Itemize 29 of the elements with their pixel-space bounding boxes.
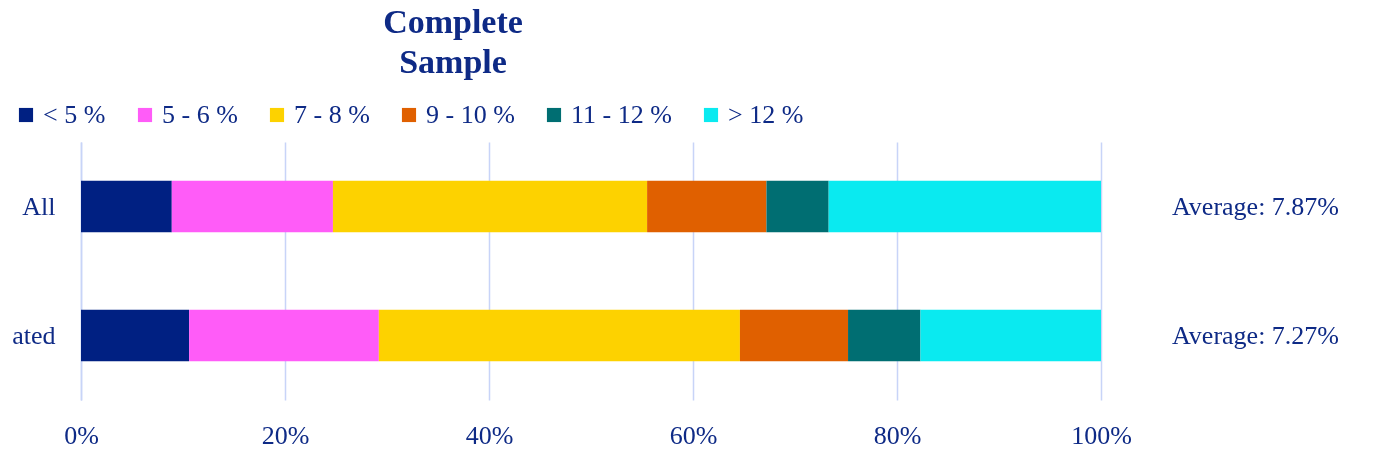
legend-label: < 5 % [43, 100, 106, 129]
bar [171, 180, 333, 233]
bar [332, 180, 648, 233]
text: Average: 7.87% [1172, 191, 1340, 221]
bar [739, 309, 849, 362]
bar [828, 180, 1101, 233]
legend-label: 9 - 10 % [426, 100, 515, 129]
x-tick-label: 60% [669, 420, 718, 450]
bar [920, 309, 1101, 362]
legend-label: 7 - 8 % [294, 100, 370, 129]
bar [189, 309, 379, 362]
text: Average: 7.27% [1172, 320, 1340, 350]
bar [378, 309, 740, 362]
y-tick-label: All [22, 191, 56, 221]
x-tick-label: 20% [261, 420, 310, 450]
legend-label: > 12 % [728, 100, 804, 129]
bar [766, 180, 829, 233]
x-tick-label: 80% [873, 420, 922, 450]
y-tick-label: ated [12, 320, 56, 350]
bar [81, 180, 172, 233]
x-tick-label: 40% [465, 420, 514, 450]
x-tick-label: 100% [1071, 420, 1132, 450]
legend-label: 11 - 12 % [571, 100, 672, 129]
x-tick-label: 0% [64, 420, 99, 450]
legend-label: 5 - 6 % [162, 100, 238, 129]
bar [81, 309, 190, 362]
chart-title: Complete Sample [383, 3, 523, 80]
bar [647, 180, 767, 233]
bar [848, 309, 921, 362]
